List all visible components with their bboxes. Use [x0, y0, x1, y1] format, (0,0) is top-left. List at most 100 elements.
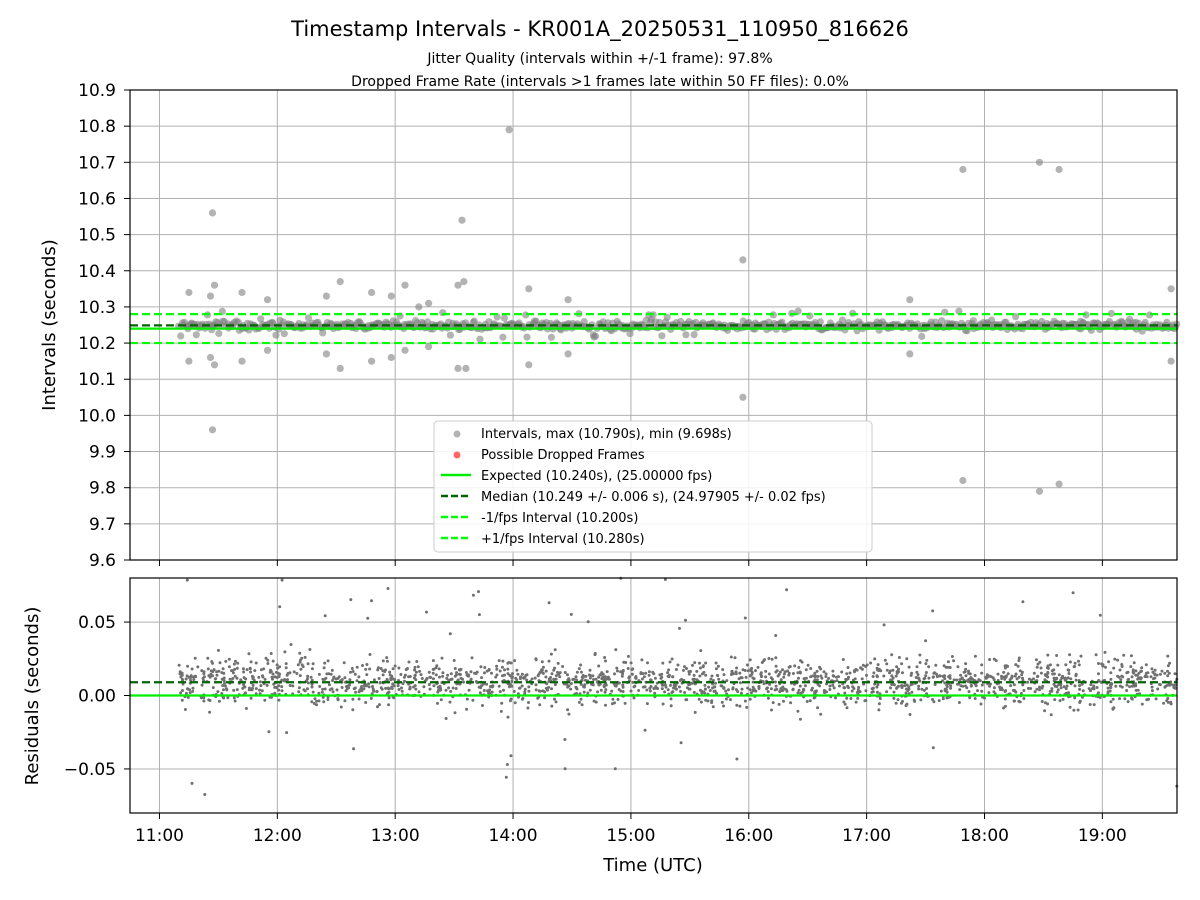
residual-point	[972, 678, 976, 682]
interval-point	[816, 318, 824, 326]
residual-point	[540, 668, 544, 672]
residual-point	[773, 688, 777, 692]
residual-point	[1004, 674, 1008, 678]
residual-point	[965, 686, 969, 690]
residual-point	[257, 675, 261, 679]
residual-point	[1021, 600, 1025, 604]
residual-point	[179, 691, 183, 695]
residual-point	[322, 700, 326, 704]
residual-point	[183, 708, 187, 711]
residual-point	[498, 669, 502, 673]
residual-point	[842, 700, 846, 704]
residual-point	[737, 677, 741, 681]
residual-point	[297, 690, 301, 694]
residual-point	[818, 665, 822, 669]
residual-point	[1000, 674, 1003, 678]
residual-point	[679, 689, 683, 693]
residual-point	[597, 664, 601, 668]
residual-point	[1134, 669, 1138, 673]
residual-point	[453, 667, 457, 670]
residual-point	[189, 678, 192, 682]
residual-point	[495, 673, 499, 677]
residual-point	[534, 688, 538, 692]
residual-point	[1150, 667, 1154, 671]
residual-point	[280, 578, 284, 582]
residual-point	[273, 691, 277, 695]
residual-point	[835, 675, 839, 679]
residual-point	[577, 667, 581, 671]
residual-point	[695, 669, 699, 673]
residual-point	[1006, 672, 1010, 676]
residual-point	[212, 668, 216, 672]
residual-point	[553, 697, 556, 701]
residual-point	[1036, 662, 1040, 666]
interval-point	[476, 335, 484, 343]
interval-outlier-point	[564, 296, 572, 304]
residual-point	[964, 667, 968, 671]
residual-point	[1021, 678, 1025, 682]
residual-point	[871, 675, 875, 678]
interval-point	[663, 313, 671, 321]
residual-point	[710, 701, 714, 705]
residual-point	[626, 667, 630, 670]
residual-point	[828, 684, 832, 688]
residual-point	[579, 697, 583, 701]
residual-point	[738, 681, 742, 685]
residual-point	[1055, 654, 1059, 657]
residual-point	[434, 666, 438, 670]
interval-outlier-point	[263, 346, 272, 354]
interval-outlier-point	[336, 364, 344, 372]
residual-point	[716, 664, 720, 668]
residual-point	[660, 675, 664, 679]
residual-point	[843, 702, 847, 706]
residual-point	[547, 601, 551, 605]
residual-point	[667, 668, 671, 672]
residual-point	[959, 684, 963, 688]
residual-point	[427, 683, 431, 686]
residual-point	[526, 706, 530, 710]
residual-point	[208, 675, 212, 679]
residual-point	[321, 677, 325, 681]
residual-point	[682, 678, 686, 682]
residual-point	[994, 659, 998, 663]
residual-point	[1136, 688, 1140, 692]
residual-point	[720, 684, 724, 688]
residual-point	[390, 674, 394, 678]
x-tick-label: 14:00	[489, 826, 538, 846]
residual-point	[616, 697, 620, 701]
residual-point	[580, 703, 584, 707]
residual-point	[1158, 672, 1162, 676]
interval-point	[794, 307, 802, 315]
residual-point	[1140, 702, 1144, 706]
residual-point	[438, 675, 441, 679]
residual-point	[704, 698, 708, 702]
residual-point	[364, 667, 368, 671]
residual-point	[962, 678, 966, 682]
residual-point	[892, 696, 896, 700]
residual-point	[275, 663, 279, 667]
residual-point	[282, 679, 286, 683]
residual-point	[905, 683, 909, 687]
residual-point	[1066, 668, 1070, 672]
interval-outlier-point	[525, 285, 533, 293]
residual-point	[331, 690, 335, 694]
residual-point	[368, 667, 372, 671]
residual-point	[1081, 689, 1085, 693]
interval-point	[547, 333, 556, 341]
residual-point	[553, 683, 557, 687]
residual-point	[490, 671, 493, 675]
residual-point	[831, 683, 835, 687]
residual-point	[1080, 682, 1084, 686]
residual-point	[996, 672, 1000, 676]
residual-point	[680, 677, 684, 681]
residual-point	[1154, 697, 1158, 701]
residual-point	[184, 691, 188, 695]
residual-point	[931, 675, 935, 679]
residual-point	[556, 661, 560, 665]
residual-point	[1139, 677, 1143, 681]
residual-point	[431, 677, 435, 681]
residual-point	[1052, 676, 1056, 680]
residual-point	[404, 668, 408, 672]
residuals-y-tick-label: 0.05	[78, 613, 116, 633]
residual-point	[931, 746, 935, 750]
